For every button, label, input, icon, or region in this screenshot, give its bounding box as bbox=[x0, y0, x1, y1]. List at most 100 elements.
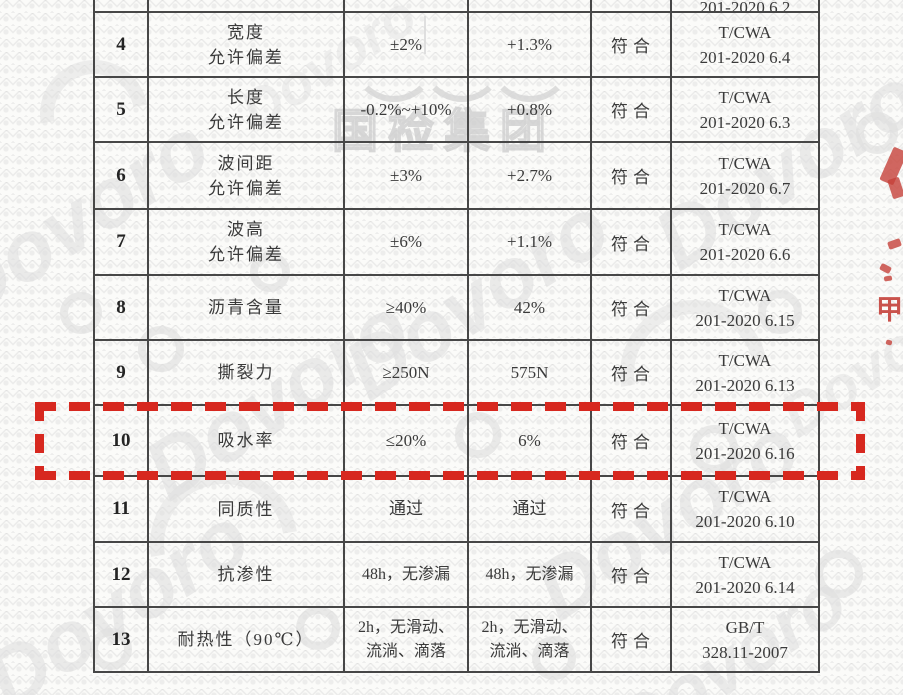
item-cell bbox=[149, 0, 345, 13]
std-line: 201-2020 6.3 bbox=[699, 112, 791, 132]
row-number-cell: 5 bbox=[95, 78, 149, 143]
req-line: ±2% bbox=[390, 34, 422, 54]
std-line: 201-2020 6.4 bbox=[699, 47, 791, 67]
req-line: 2h，无滑动、 bbox=[357, 618, 454, 636]
result-cell: +0.8% bbox=[469, 78, 592, 143]
std-line: 201-2020 6.14 bbox=[695, 577, 795, 597]
item-cell: 宽度 允许偏差 bbox=[149, 13, 345, 78]
std-line: 201-2020 6.6 bbox=[699, 245, 791, 264]
table-row: 9 撕裂力 ≥250N 575N 符合 T/CWA 201-2020 6.13 bbox=[95, 341, 820, 406]
req-line: ≥40% bbox=[385, 297, 427, 317]
stamp-stroke bbox=[879, 146, 903, 186]
item-cell: 吸水率 bbox=[149, 406, 345, 477]
item-cell: 长度 允许偏差 bbox=[149, 78, 345, 143]
requirement-cell: ±6% bbox=[345, 210, 469, 276]
std-line: T/CWA bbox=[718, 487, 772, 506]
result-cell: 通过 bbox=[469, 477, 592, 543]
conclusion-cell: 符合 bbox=[592, 210, 672, 276]
std-line: T/CWA bbox=[718, 153, 772, 173]
row-number-cell: 6 bbox=[95, 143, 149, 210]
stamp-stroke bbox=[883, 275, 893, 282]
conclusion-cell: 符合 bbox=[592, 477, 672, 543]
item-line: 抗渗性 bbox=[217, 565, 275, 584]
conclusion-cell bbox=[592, 0, 672, 13]
item-line: 沥青含量 bbox=[208, 298, 284, 317]
std-line: T/CWA bbox=[718, 87, 772, 107]
result-cell: 6% bbox=[469, 406, 592, 477]
result-cell: +2.7% bbox=[469, 143, 592, 210]
row-number-cell bbox=[95, 0, 149, 13]
standard-cell: T/CWA 201-2020 6.6 bbox=[672, 210, 820, 276]
item-line: 宽度 bbox=[227, 22, 265, 42]
item-cell: 波高 允许偏差 bbox=[149, 210, 345, 276]
table-row-highlighted: 10 吸水率 ≤20% 6% 符合 T/CWA 201-2020 6.16 bbox=[95, 406, 820, 477]
res-line: 通过 bbox=[512, 499, 547, 518]
result-cell: 42% bbox=[469, 276, 592, 341]
res-line: +1.3% bbox=[507, 34, 552, 54]
standard-cell: GB/T 328.11-2007 bbox=[672, 608, 820, 673]
standard-cell: T/CWA 201-2020 6.7 bbox=[672, 143, 820, 210]
item-cell: 同质性 bbox=[149, 477, 345, 543]
result-cell: 575N bbox=[469, 341, 592, 406]
item-cell: 耐热性（90℃） bbox=[149, 608, 345, 673]
std-line: T/CWA bbox=[718, 418, 772, 438]
row-number-cell: 11 bbox=[95, 477, 149, 543]
requirement-cell: ≥250N bbox=[345, 341, 469, 406]
table-row: 5 长度 允许偏差 -0.2%~+10% +0.8% 符合 T/CWA 201-20… bbox=[95, 78, 820, 143]
conclusion-cell: 符合 bbox=[592, 608, 672, 673]
std-line: GB/T bbox=[725, 617, 765, 637]
res-line: 流淌、滴落 bbox=[489, 642, 570, 660]
req-line: -0.2%~+10% bbox=[360, 99, 452, 119]
res-line: 2h，无滑动、 bbox=[481, 618, 578, 636]
highlight-left-edge bbox=[35, 402, 44, 480]
std-line: 201-2020 6.13 bbox=[695, 375, 795, 395]
standard-cell: T/CWA 201-2020 6.4 bbox=[672, 13, 820, 78]
stamp-stroke bbox=[885, 339, 893, 346]
item-cell: 撕裂力 bbox=[149, 341, 345, 406]
requirement-cell bbox=[345, 0, 469, 13]
item-line: 撕裂力 bbox=[217, 363, 275, 382]
std-line: 328.11-2007 bbox=[702, 642, 788, 662]
req-line: 通过 bbox=[389, 499, 423, 518]
std-line: 201-2020 6.15 bbox=[695, 310, 795, 330]
result-cell: 2h，无滑动、 流淌、滴落 bbox=[469, 608, 592, 673]
row-number-cell: 8 bbox=[95, 276, 149, 341]
row-number-cell: 10 bbox=[95, 406, 149, 477]
requirement-cell: ±2% bbox=[345, 13, 469, 78]
row-number-cell: 13 bbox=[95, 608, 149, 673]
conclusion-cell: 符合 bbox=[592, 406, 672, 477]
req-line: ±6% bbox=[390, 232, 422, 251]
standard-cell: T/CWA 201-2020 6.3 bbox=[672, 78, 820, 143]
item-cell: 抗渗性 bbox=[149, 543, 345, 608]
result-cell: +1.1% bbox=[469, 210, 592, 276]
item-line: 长度 bbox=[227, 87, 265, 107]
conclusion-cell: 符合 bbox=[592, 543, 672, 608]
item-cell: 沥青含量 bbox=[149, 276, 345, 341]
std-line: T/CWA bbox=[718, 22, 772, 42]
standard-cell: T/CWA 201-2020 6.15 bbox=[672, 276, 820, 341]
item-line: 允许偏差 bbox=[208, 112, 284, 132]
table-row: 6 波间距 允许偏差 ±3% +2.7% 符合 T/CWA 201-2020 6.7 bbox=[95, 143, 820, 210]
stamp-stroke bbox=[887, 238, 902, 250]
res-line: +2.7% bbox=[507, 165, 552, 185]
result-cell: 48h，无渗漏 bbox=[469, 543, 592, 608]
std-line: T/CWA bbox=[718, 285, 772, 305]
row-number-cell: 9 bbox=[95, 341, 149, 406]
requirement-cell: 通过 bbox=[345, 477, 469, 543]
stamp-stroke bbox=[887, 176, 903, 200]
standard-ref-clipped: 201-2020 6.2 bbox=[699, 0, 791, 13]
requirement-cell: 2h，无滑动、 流淌、滴落 bbox=[345, 608, 469, 673]
requirement-cell: -0.2%~+10% bbox=[345, 78, 469, 143]
standard-cell: T/CWA 201-2020 6.14 bbox=[672, 543, 820, 608]
table-row: 7 波高 允许偏差 ±6% +1.1% 符合 T/CWA 201-2020 6.6 bbox=[95, 210, 820, 276]
conclusion-cell: 符合 bbox=[592, 341, 672, 406]
std-line: T/CWA bbox=[718, 552, 772, 572]
stamp-stroke bbox=[879, 262, 892, 275]
item-line: 同质性 bbox=[217, 499, 275, 519]
res-line: 575N bbox=[510, 362, 549, 382]
requirement-cell: ≤20% bbox=[345, 406, 469, 477]
requirement-cell: 48h，无渗漏 bbox=[345, 543, 469, 608]
standard-cell: T/CWA 201-2020 6.13 bbox=[672, 341, 820, 406]
item-line: 允许偏差 bbox=[208, 47, 284, 67]
